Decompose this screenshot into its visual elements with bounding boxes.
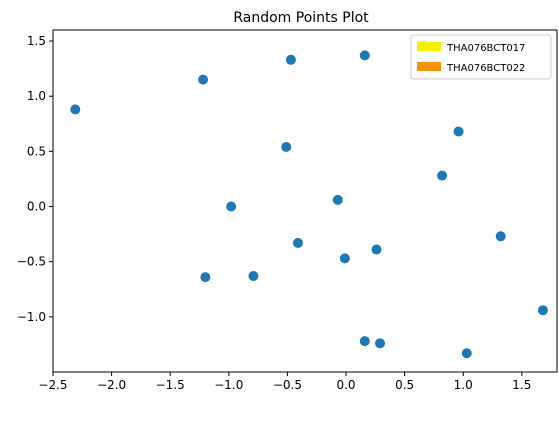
data-point	[359, 336, 370, 347]
x-tick-label: 0.0	[336, 378, 355, 392]
data-point	[281, 141, 292, 152]
legend-swatch	[417, 42, 441, 51]
legend-label: THA076BCT017	[446, 43, 525, 54]
data-point	[248, 271, 259, 282]
legend-swatch	[417, 62, 441, 71]
y-tick-label: −1.0	[17, 310, 46, 324]
x-tick-label: −1.0	[214, 378, 243, 392]
y-tick-label: 0.0	[27, 200, 46, 214]
data-point	[200, 272, 211, 283]
data-point	[437, 170, 448, 181]
data-point	[371, 244, 382, 255]
data-point	[198, 74, 209, 85]
data-point	[375, 338, 386, 349]
y-tick-label: 1.5	[27, 34, 46, 48]
legend-box	[410, 34, 552, 80]
x-tick-label: −1.5	[156, 378, 185, 392]
axes-layer: −2.5 −2.0 −1.5 −1.0 −0.5 0.0 0.5 1.0 1.5 −1.0 −0.5…	[17, 29, 558, 392]
data-point	[292, 237, 303, 248]
legend-label: THA076BCT022	[446, 63, 525, 74]
x-tick-label: −2.0	[97, 378, 126, 392]
x-tick-label: −2.5	[38, 378, 67, 392]
y-tick-label: −0.5	[17, 255, 46, 269]
y-tick-label: 1.0	[27, 89, 46, 103]
data-point	[495, 231, 506, 242]
data-point	[226, 201, 237, 212]
data-point	[70, 104, 81, 115]
data-point	[332, 194, 343, 205]
data-point	[339, 253, 350, 264]
x-tick-label: 1.5	[512, 378, 531, 392]
data-point	[285, 54, 296, 65]
x-tick-label: −0.5	[273, 378, 302, 392]
axes-frame	[52, 29, 558, 373]
data-point	[537, 305, 548, 316]
chart-title: Random Points Plot	[233, 10, 369, 26]
y-tick-label: 0.5	[27, 144, 46, 158]
x-tick-label: 0.5	[395, 378, 414, 392]
legend: THA076BCT017 THA076BCT022	[410, 34, 552, 80]
data-point	[461, 348, 472, 359]
data-point	[453, 126, 464, 137]
data-point	[359, 50, 370, 61]
x-tick-label: 1.0	[454, 378, 473, 392]
